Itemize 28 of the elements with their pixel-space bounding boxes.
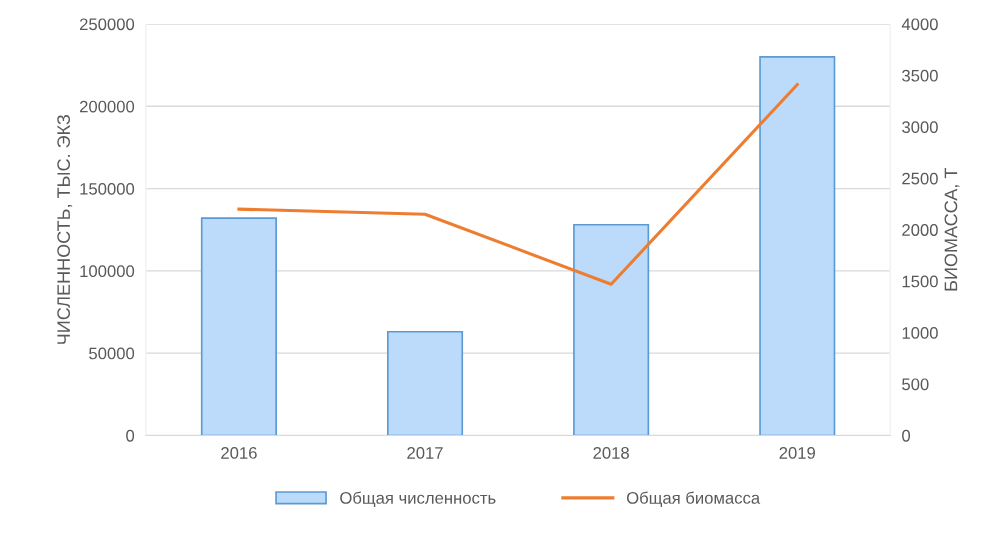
bar: [200, 217, 277, 436]
y2-tick-label: 3500: [902, 69, 938, 82]
y-tick-label: 200000: [79, 100, 135, 113]
bar: [386, 330, 464, 436]
y-axis-title: ЧИСЛЕННОСТЬ, ТЫС. ЭКЗ: [57, 115, 73, 344]
y-tick-label: 150000: [80, 182, 135, 195]
y2-tick-label: 3000: [902, 121, 938, 134]
x-tick-label: 2017: [407, 447, 443, 459]
y2-tick-label: 1500: [902, 275, 938, 288]
legend-label: Общая биомасса: [626, 491, 761, 508]
bar: [759, 56, 836, 436]
x-tick-label: 2019: [779, 447, 816, 459]
y2-axis-title: БИОМАССА, Т: [944, 167, 960, 291]
y2-tick-label: 500: [902, 378, 929, 391]
y2-tick-label: 1000: [902, 326, 938, 339]
line-series: [237, 83, 799, 286]
bar: [573, 223, 650, 436]
y2-tick-label: 0: [902, 429, 911, 442]
x-tick-label: 2016: [221, 447, 257, 459]
legend-label: Общая численность: [340, 491, 496, 508]
y-tick-label: 250000: [79, 18, 135, 31]
y2-tick-label: 2000: [902, 224, 938, 236]
x-tick-label: 2018: [593, 447, 629, 459]
y2-tick-label: 2500: [902, 172, 938, 185]
y-tick-label: 50000: [89, 347, 135, 360]
y2-tick-label: 4000: [901, 18, 938, 31]
y-tick-label: 100000: [80, 265, 135, 278]
y-tick-label: 0: [126, 429, 135, 442]
